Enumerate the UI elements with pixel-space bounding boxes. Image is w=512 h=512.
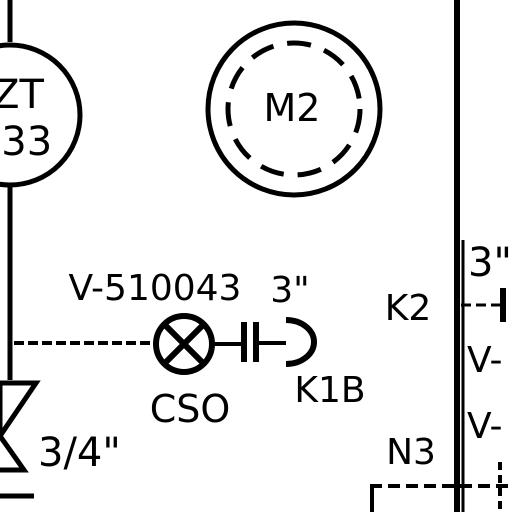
valve-type-label: CSO [150, 387, 231, 431]
n3-label: N3 [386, 432, 436, 473]
k2-label: K2 [385, 288, 432, 329]
valve-cross-2 [161, 321, 207, 367]
valve-lower-triangle [0, 434, 29, 473]
valve-tag: V-510043 [69, 268, 242, 309]
valve-size-label: 3/4" [38, 430, 121, 476]
valve-label-right-2: V- [467, 406, 503, 447]
connector-label: K1B [294, 370, 365, 411]
motor-m2[interactable]: M2 [205, 20, 383, 198]
instrument-tag-line1: ZT [0, 72, 44, 118]
instrument-bubble-zt[interactable]: ZT 033 [0, 42, 83, 188]
right-size-label: 3" [468, 240, 512, 286]
instrument-circle [0, 42, 83, 188]
motor-dashed-circle [225, 40, 363, 178]
motor-outer-circle [205, 20, 383, 198]
valve-cso[interactable] [153, 313, 215, 375]
valve-label-right-1: V- [467, 340, 503, 381]
connector-k1b[interactable] [241, 317, 317, 367]
motor-label: M2 [264, 86, 321, 130]
connector-size-label: 3" [270, 270, 309, 311]
valve-bottom-left[interactable] [0, 380, 41, 499]
valve-upper-triangle [0, 380, 41, 441]
connector-hook [285, 317, 317, 367]
instrument-tag-line2: 033 [0, 119, 52, 165]
